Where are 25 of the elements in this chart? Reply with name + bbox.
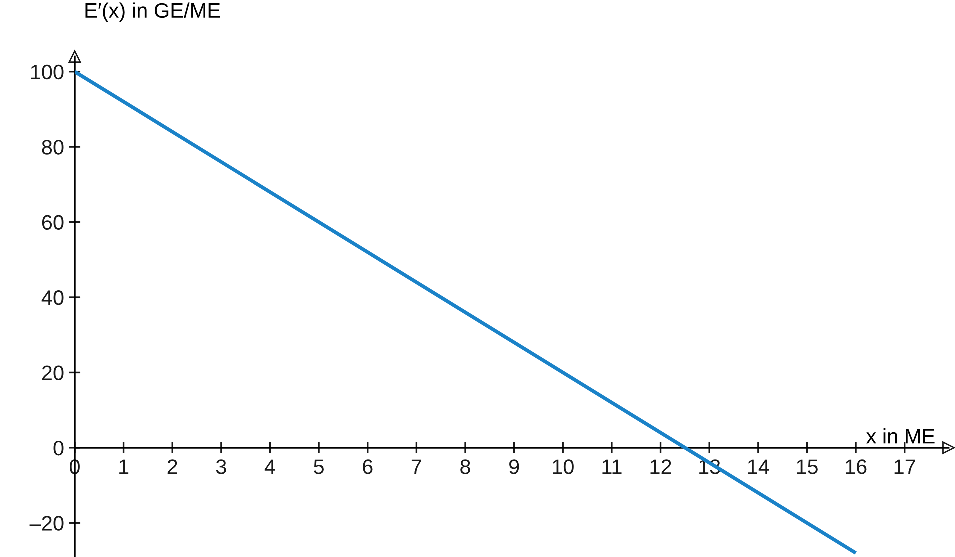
x-tick-label: 16 [846,460,867,474]
x-tick-label: 9 [510,460,520,474]
x-tick-label: 5 [314,460,324,474]
y-tick-label: –20 [30,516,64,531]
y-tick-label: 20 [42,366,64,380]
x-tick-label: 1 [120,460,129,474]
y-tick-label: 0 [54,440,64,456]
y-tick-label: 60 [42,215,64,230]
x-tick-label: 11 [602,460,622,474]
x-tick-label: 14 [748,460,770,474]
x-axis-title: x in ME [866,428,935,444]
x-tick-label: 17 [894,460,916,474]
x-tick-label: 10 [553,460,574,474]
x-tick-label: 4 [264,460,276,474]
x-tick-label: 6 [363,460,373,474]
x-tick-label: 12 [650,460,672,474]
x-tick-label: 3 [216,460,226,474]
y-axis-title: E′(x) in GE/ME [86,2,220,22]
x-tick-label: 15 [797,460,818,474]
y-tick-label: 100 [31,64,64,80]
y-tick-label: 80 [42,140,64,155]
y-tick-label: 40 [42,290,64,306]
x-tick-label: 8 [460,460,470,474]
x-tick-label: 2 [168,460,178,474]
x-tick-label: 7 [412,460,422,474]
